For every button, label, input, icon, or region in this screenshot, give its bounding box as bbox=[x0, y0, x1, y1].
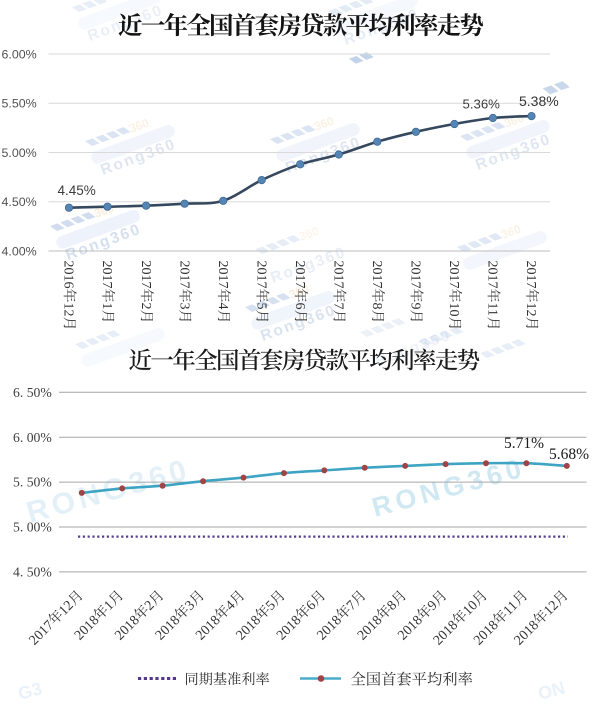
svg-text:2017: 2017 bbox=[408, 261, 423, 289]
svg-text:2017: 2017 bbox=[176, 261, 191, 289]
svg-text:12: 12 bbox=[61, 303, 76, 317]
svg-text:4.00%: 4.00% bbox=[2, 244, 37, 258]
svg-text:9: 9 bbox=[408, 303, 423, 310]
svg-text:4: 4 bbox=[215, 303, 230, 310]
svg-text:3: 3 bbox=[176, 303, 191, 310]
svg-text:11: 11 bbox=[485, 303, 500, 316]
svg-text:5.36%: 5.36% bbox=[463, 97, 501, 112]
svg-text:2017: 2017 bbox=[331, 261, 346, 289]
svg-text:2: 2 bbox=[138, 303, 153, 310]
svg-text:5.38%: 5.38% bbox=[519, 93, 559, 109]
svg-text:6. 00%: 6. 00% bbox=[13, 430, 52, 445]
svg-text:2017: 2017 bbox=[485, 261, 500, 289]
svg-text:5.50%: 5.50% bbox=[2, 97, 37, 111]
svg-text:360: 360 bbox=[297, 224, 321, 244]
svg-text:5. 50%: 5. 50% bbox=[13, 475, 52, 490]
svg-text:5.00%: 5.00% bbox=[2, 146, 37, 160]
svg-text:1: 1 bbox=[99, 303, 114, 310]
svg-text:6. 50%: 6. 50% bbox=[13, 385, 52, 400]
svg-text:2017: 2017 bbox=[446, 261, 461, 289]
svg-text:360: 360 bbox=[127, 116, 151, 136]
svg-text:6: 6 bbox=[292, 303, 307, 310]
svg-text:5: 5 bbox=[253, 303, 268, 310]
svg-text:360: 360 bbox=[312, 114, 336, 134]
svg-text:2017: 2017 bbox=[292, 261, 307, 289]
svg-text:2017: 2017 bbox=[523, 261, 538, 289]
svg-text:2017: 2017 bbox=[99, 261, 114, 289]
svg-text:5.71%: 5.71% bbox=[504, 435, 544, 452]
svg-text:2017: 2017 bbox=[369, 261, 384, 289]
svg-text:5. 00%: 5. 00% bbox=[13, 520, 52, 535]
svg-text:4. 50%: 4. 50% bbox=[13, 565, 52, 580]
svg-text:5.68%: 5.68% bbox=[549, 446, 589, 463]
svg-text:7: 7 bbox=[331, 303, 346, 310]
svg-text:4.45%: 4.45% bbox=[58, 183, 96, 198]
svg-text:2016: 2016 bbox=[61, 261, 76, 289]
svg-text:2017: 2017 bbox=[138, 261, 153, 289]
svg-text:10: 10 bbox=[446, 303, 461, 317]
svg-text:2017: 2017 bbox=[253, 261, 268, 289]
svg-text:12: 12 bbox=[523, 303, 538, 317]
svg-text:4.50%: 4.50% bbox=[2, 195, 37, 209]
svg-text:360: 360 bbox=[499, 222, 523, 242]
svg-text:2017: 2017 bbox=[215, 261, 230, 289]
svg-text:6.00%: 6.00% bbox=[2, 47, 37, 61]
svg-text:8: 8 bbox=[369, 303, 384, 310]
